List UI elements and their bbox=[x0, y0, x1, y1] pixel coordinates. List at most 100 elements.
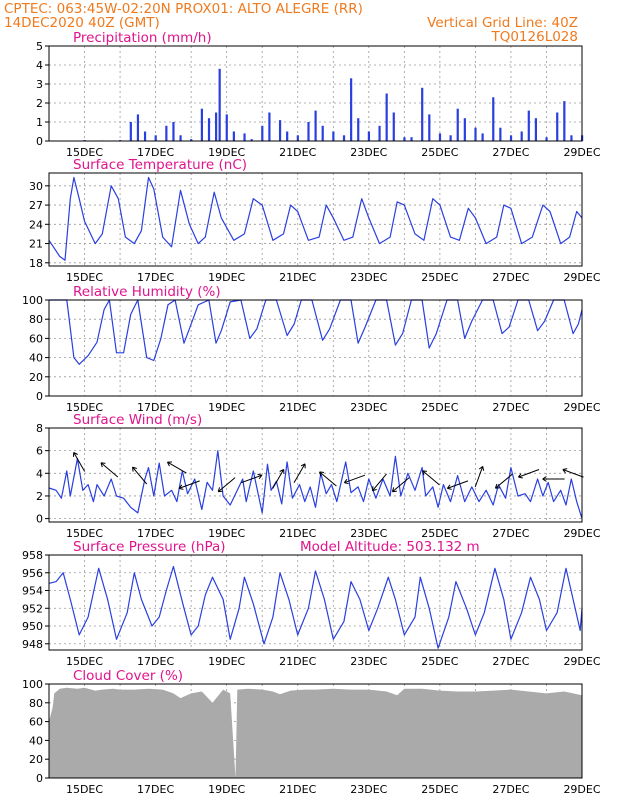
y-tick-label-5: 958 bbox=[22, 549, 43, 562]
precip-bar-15 bbox=[215, 112, 218, 141]
precip-bar-28 bbox=[321, 125, 324, 141]
y-tick-label-2: 24 bbox=[29, 218, 43, 231]
y-tick-label-4: 80 bbox=[29, 313, 43, 326]
precip-bar-38 bbox=[410, 137, 413, 141]
precip-bar-54 bbox=[556, 112, 559, 141]
wind-arrow-5 bbox=[217, 477, 236, 493]
precip-bar-11 bbox=[179, 135, 182, 141]
precip-bar-39 bbox=[421, 87, 424, 141]
x-tick-label-4: 23DEC bbox=[350, 401, 387, 414]
panel-wind: 0 2 4 6 8 15DEC 17DEC 19DEC 21DEC 23DEC 25DEC 27DEC… bbox=[36, 412, 601, 540]
x-tick-label-7: 29DEC bbox=[563, 527, 600, 540]
precip-bar-42 bbox=[449, 135, 452, 141]
x-tick-label-5: 25DEC bbox=[421, 783, 458, 796]
precip-bar-17 bbox=[225, 114, 228, 141]
x-tick-label-6: 27DEC bbox=[492, 271, 529, 284]
header-grid-note: Vertical Grid Line: 40Z bbox=[427, 15, 578, 31]
precip-bar-55 bbox=[563, 101, 566, 141]
y-tick-label-1: 1 bbox=[36, 116, 43, 129]
wind-arrow-15 bbox=[474, 466, 485, 488]
y-tick-label-1: 950 bbox=[22, 620, 43, 633]
panel-title: Relative Humidity (%) bbox=[73, 284, 221, 300]
precip-bar-33 bbox=[367, 131, 370, 141]
x-tick-label-3: 21DEC bbox=[279, 655, 316, 668]
panel-frame bbox=[48, 45, 583, 142]
x-tick-label-2: 19DEC bbox=[208, 401, 245, 414]
y-tick-label-1: 2 bbox=[36, 490, 43, 503]
wind-arrow-12 bbox=[391, 477, 410, 493]
y-tick-label-1: 20 bbox=[29, 753, 43, 766]
y-tick-label-3: 27 bbox=[29, 199, 43, 212]
x-tick-label-2: 19DEC bbox=[208, 146, 245, 159]
precip-bar-43 bbox=[456, 108, 459, 141]
x-tick-label-6: 27DEC bbox=[492, 527, 529, 540]
x-tick-label-0: 15DEC bbox=[66, 271, 103, 284]
x-tick-label-0: 15DEC bbox=[66, 527, 103, 540]
y-tick-label-3: 60 bbox=[29, 332, 43, 345]
precip-bar-51 bbox=[527, 110, 530, 141]
precip-bar-41 bbox=[438, 133, 442, 141]
x-tick-label-0: 15DEC bbox=[66, 783, 103, 796]
y-tick-label-2: 4 bbox=[36, 467, 43, 480]
panel-title: Surface Wind (m/s) bbox=[73, 412, 202, 428]
precip-bar-45 bbox=[474, 127, 477, 141]
y-tick-label-3: 6 bbox=[36, 445, 43, 458]
x-tick-label-4: 23DEC bbox=[350, 783, 387, 796]
y-tick-label-0: 0 bbox=[36, 390, 43, 403]
cloud-cover-area bbox=[49, 687, 582, 778]
precip-bar-49 bbox=[509, 135, 513, 141]
precip-bar-13 bbox=[200, 108, 203, 141]
x-tick-label-4: 23DEC bbox=[350, 527, 387, 540]
wind-arrow-18 bbox=[542, 476, 565, 482]
panel-precipitation: 0 1 2 3 4 5 15DEC 17DEC 19DEC 21DEC 23DEC 25DEC 27DE… bbox=[36, 30, 601, 159]
wind-arrow-11 bbox=[371, 473, 387, 492]
wind-arrow-17 bbox=[518, 469, 540, 479]
x-tick-label-5: 25DEC bbox=[421, 527, 458, 540]
y-tick-label-1: 21 bbox=[29, 238, 43, 251]
x-tick-label-6: 27DEC bbox=[492, 783, 529, 796]
x-tick-label-3: 21DEC bbox=[279, 401, 316, 414]
temperature-line bbox=[48, 176, 583, 261]
y-tick-label-4: 80 bbox=[29, 697, 43, 710]
y-tick-label-4: 956 bbox=[22, 567, 43, 580]
panel-title: Cloud Cover (%) bbox=[73, 668, 183, 684]
y-tick-label-4: 30 bbox=[29, 180, 43, 193]
header-date: 14DEC2020 40Z (GMT) bbox=[4, 15, 160, 31]
panels: 0 1 2 3 4 5 15DEC 17DEC 19DEC 21DEC 23DEC 25DEC 27DE… bbox=[22, 30, 601, 796]
wind-line bbox=[48, 450, 583, 519]
precip-bar-47 bbox=[492, 97, 495, 141]
precip-bar-10 bbox=[172, 122, 175, 141]
x-tick-label-1: 17DEC bbox=[137, 655, 174, 668]
y-tick-label-2: 40 bbox=[29, 734, 43, 747]
x-tick-label-6: 27DEC bbox=[492, 146, 529, 159]
precip-bar-56 bbox=[570, 135, 573, 141]
header-model-code: TQ0126L028 bbox=[490, 29, 578, 45]
precip-bar-26 bbox=[307, 122, 310, 141]
precip-bar-35 bbox=[385, 93, 388, 141]
x-tick-label-5: 25DEC bbox=[421, 401, 458, 414]
x-tick-label-5: 25DEC bbox=[421, 271, 458, 284]
wind-arrow-7 bbox=[272, 468, 285, 489]
x-tick-label-7: 29DEC bbox=[563, 146, 600, 159]
precip-bar-23 bbox=[278, 120, 282, 141]
x-tick-label-2: 19DEC bbox=[208, 655, 245, 668]
x-tick-label-0: 15DEC bbox=[66, 655, 103, 668]
y-tick-label-0: 0 bbox=[36, 513, 43, 526]
precip-bar-24 bbox=[286, 131, 289, 141]
y-tick-label-4: 8 bbox=[36, 422, 43, 435]
pressure-line bbox=[48, 565, 583, 649]
x-tick-label-6: 27DEC bbox=[492, 401, 529, 414]
y-tick-label-5: 5 bbox=[36, 40, 43, 53]
precip-bar-27 bbox=[314, 110, 317, 141]
precip-bar-21 bbox=[261, 125, 264, 141]
y-tick-label-4: 4 bbox=[36, 59, 43, 72]
panel-humidity: 0 20 40 60 80 100 15DEC 17DEC 19DEC 21DEC 23DEC 25D… bbox=[22, 284, 601, 414]
y-tick-label-3: 3 bbox=[36, 78, 43, 91]
panel-subtitle: Model Altitude: 503.132 m bbox=[300, 539, 480, 555]
y-tick-label-0: 0 bbox=[36, 772, 43, 785]
wind-arrow-14 bbox=[446, 480, 469, 490]
wind-arrow-19 bbox=[562, 468, 584, 478]
panel-title: Surface Temperature (nC) bbox=[73, 157, 247, 173]
wind-arrow-2 bbox=[132, 466, 148, 485]
